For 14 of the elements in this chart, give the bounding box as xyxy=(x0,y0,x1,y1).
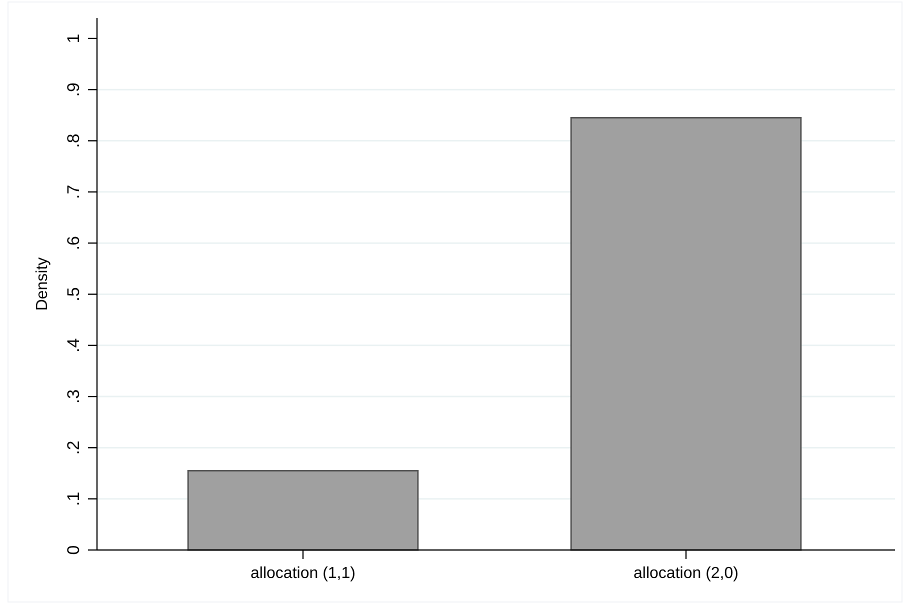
y-tick-label: .8 xyxy=(64,134,83,148)
y-tick-label: 0 xyxy=(64,545,83,555)
y-tick-label: .3 xyxy=(64,389,83,404)
y-tick-label: .5 xyxy=(64,287,83,302)
y-tick-label: .2 xyxy=(64,440,83,455)
y-tick-label: .4 xyxy=(64,338,83,352)
y-tick-label: 1 xyxy=(64,34,83,44)
y-tick-label: .1 xyxy=(64,492,83,506)
y-tick-label: .6 xyxy=(64,236,83,250)
y-tick-label: .9 xyxy=(64,82,83,97)
x-tick-label: allocation (2,0) xyxy=(634,565,738,582)
y-tick-label: .7 xyxy=(64,184,83,200)
x-tick-label: allocation (1,1) xyxy=(250,565,356,582)
y-axis-title: Density xyxy=(34,257,51,311)
